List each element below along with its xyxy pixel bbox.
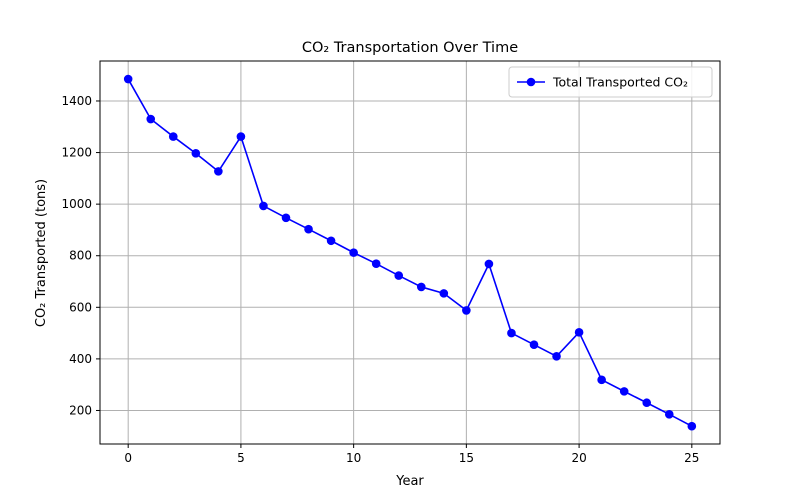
y-tick-label: 600: [69, 300, 92, 314]
data-point: [371, 259, 381, 269]
data-point: [552, 352, 561, 361]
data-point: [168, 132, 178, 141]
data-point: [664, 410, 674, 419]
data-point: [259, 201, 268, 211]
y-tick-label: 1000: [61, 197, 92, 211]
data-point: [574, 328, 584, 337]
data-point: [484, 259, 494, 269]
data-point: [462, 306, 471, 315]
x-tick-label: 5: [237, 451, 245, 465]
data-point: [439, 289, 449, 298]
data-point: [507, 328, 516, 338]
legend-label: Total Transported CO₂: [552, 75, 688, 90]
data-point: [236, 132, 246, 141]
data-point: [597, 375, 606, 385]
x-tick-label: 25: [684, 451, 699, 465]
y-tick-label: 1400: [61, 94, 92, 108]
data-point: [349, 248, 358, 257]
x-tick-label: 10: [346, 451, 361, 465]
data-point: [304, 224, 313, 234]
x-tick-label: 15: [459, 451, 474, 465]
x-axis-label: Year: [395, 474, 424, 489]
data-point: [214, 167, 223, 176]
data-point: [529, 340, 539, 350]
grid-lines: [100, 61, 720, 444]
data-point: [416, 282, 426, 292]
legend: Total Transported CO₂: [508, 66, 713, 98]
x-tick-label: 0: [124, 451, 132, 465]
axes: 0 5 10 15 20 25 200 400 600 800 1000 1200 1400: [61, 60, 721, 465]
legend-marker-swatch: [526, 77, 536, 87]
y-tick-label: 400: [69, 352, 92, 366]
data-point: [281, 213, 291, 223]
x-tick-label: 20: [571, 451, 586, 465]
chart-title: CO₂ Transportation Over Time: [302, 40, 518, 56]
data-point: [619, 387, 629, 396]
series-layer: [123, 74, 697, 431]
y-tick-label: 800: [69, 249, 92, 263]
series-line: [127, 78, 693, 427]
y-tick-label: 200: [69, 403, 92, 417]
data-point: [123, 74, 133, 84]
legend-box: [508, 66, 713, 98]
data-point: [394, 271, 404, 280]
data-point: [687, 421, 697, 431]
data-point: [146, 114, 156, 124]
y-tick-label: 1200: [61, 146, 92, 160]
y-axis-label: CO₂ Transported (tons): [34, 179, 49, 327]
data-point: [642, 398, 652, 408]
data-point: [326, 236, 336, 246]
data-point: [191, 149, 201, 158]
plot-frame: [99, 60, 721, 445]
